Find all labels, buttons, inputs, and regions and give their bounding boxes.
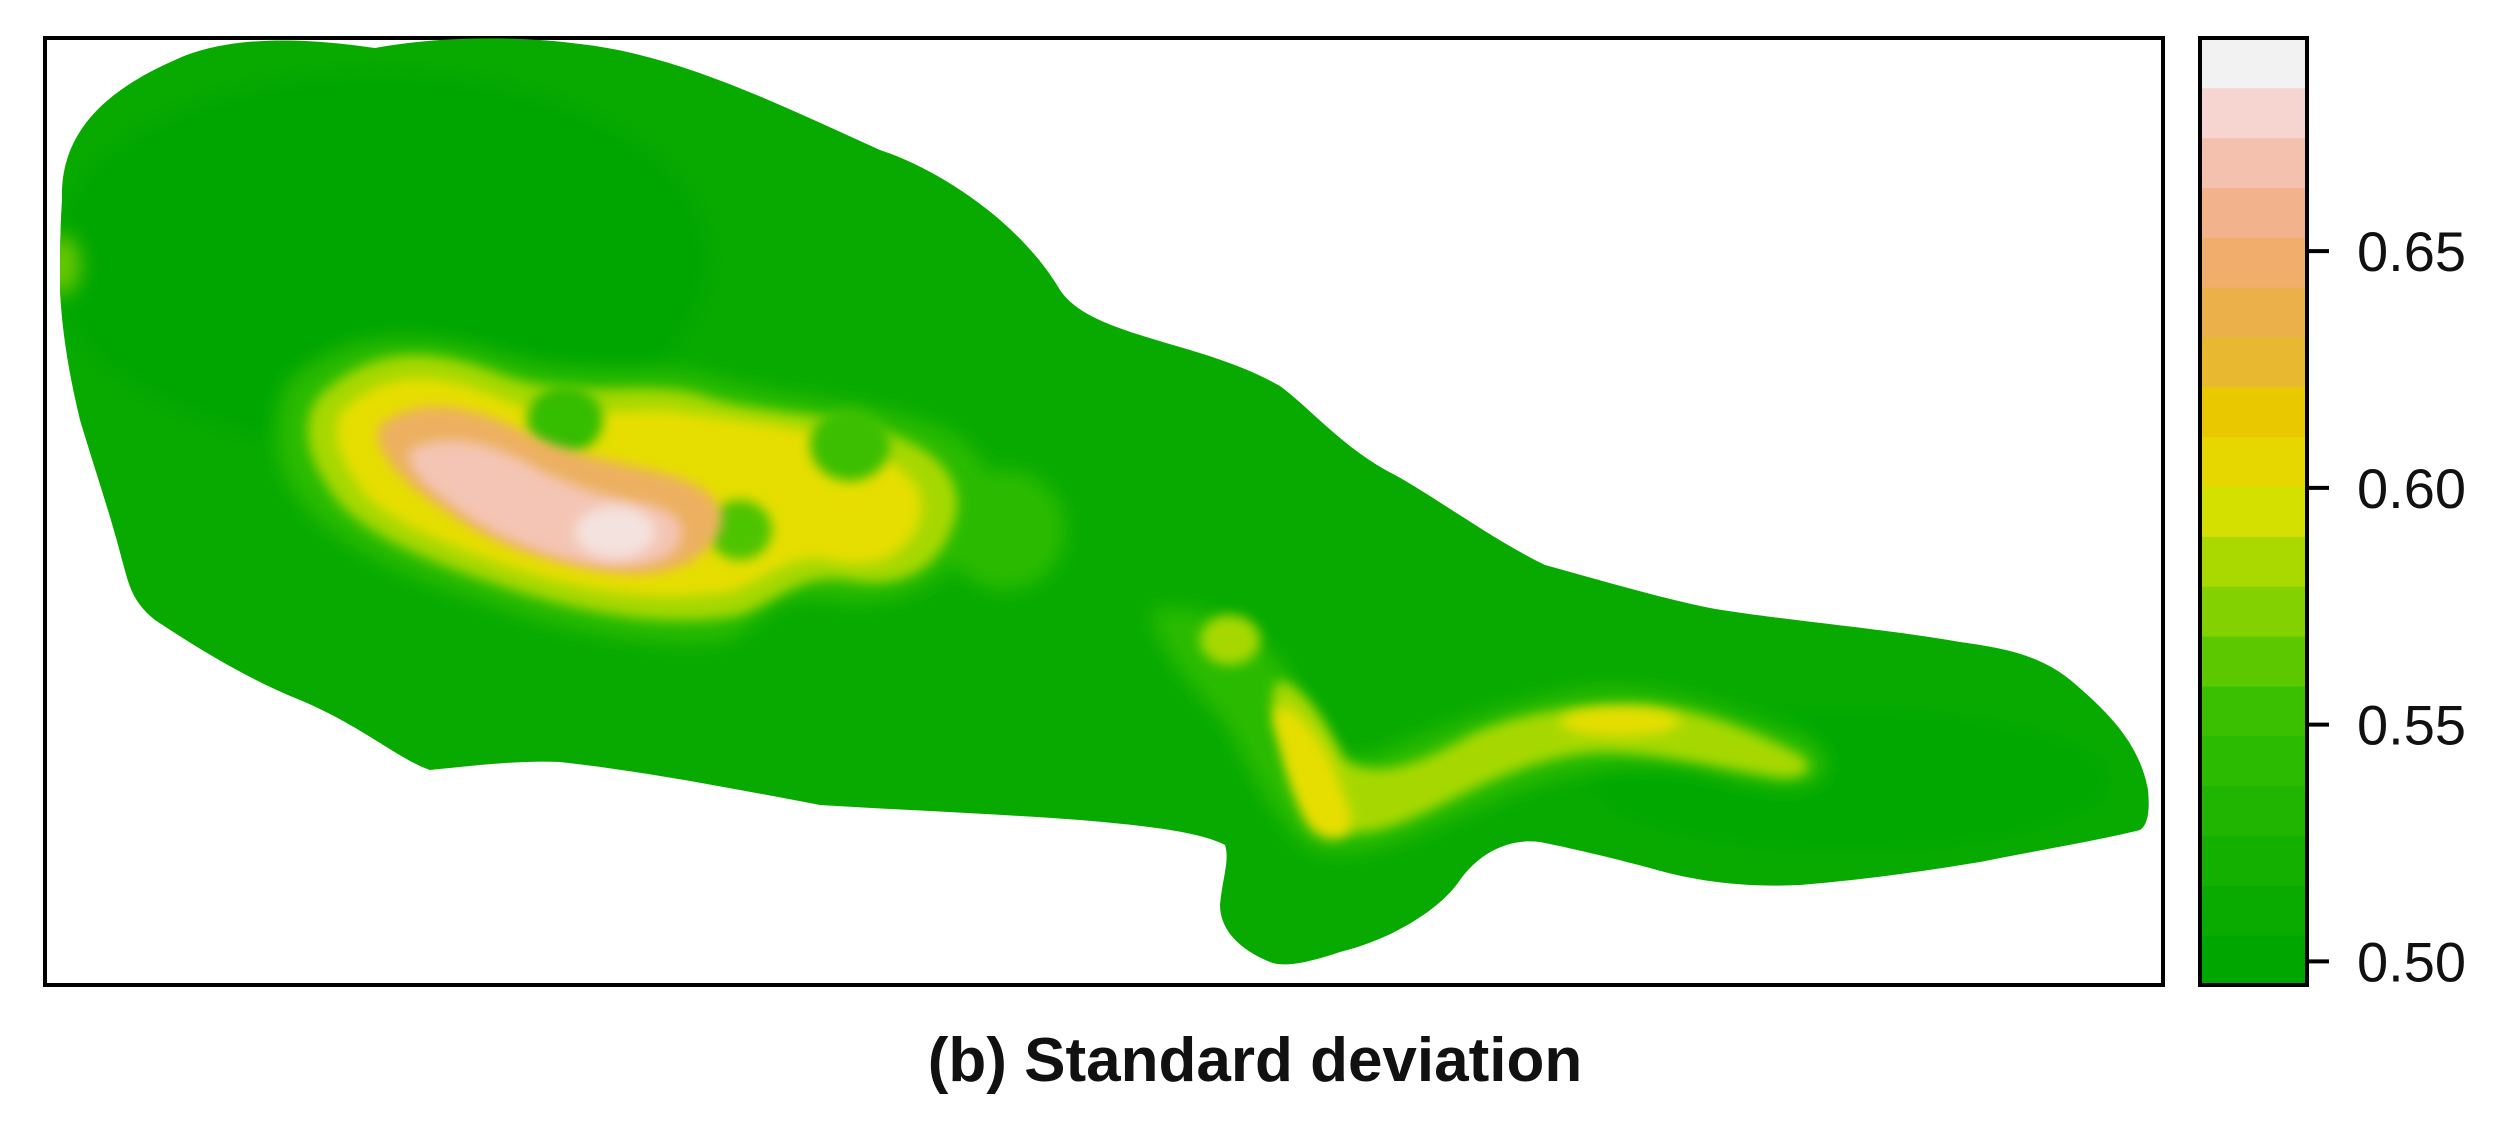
color-key-swatch [2200, 885, 2307, 936]
color-key-swatch [2200, 935, 2307, 986]
color-key-swatch [2200, 586, 2307, 637]
color-key-tick-label: 0.50 [2357, 930, 2466, 993]
color-key-swatch [2200, 137, 2307, 189]
color-key-bar [2200, 38, 2307, 986]
color-key-swatch [2200, 337, 2307, 388]
color-key-swatch [2200, 436, 2307, 488]
figure-caption: (b) Standard deviation [927, 1026, 1583, 1095]
color-key-swatch [2200, 785, 2307, 836]
color-key-swatch [2200, 386, 2307, 438]
color-key-swatch [2200, 536, 2307, 587]
color-key-swatch [2200, 287, 2307, 338]
color-key-swatch [2200, 187, 2307, 238]
color-key-tick-label: 0.65 [2357, 220, 2466, 283]
color-key-swatch [2200, 636, 2307, 687]
color-key-frame [2198, 36, 2309, 987]
color-key-swatch [2200, 87, 2307, 139]
color-key-swatch [2200, 38, 2307, 89]
color-key-swatch [2200, 735, 2307, 787]
color-key-swatch [2200, 835, 2307, 886]
color-key-tick-label: 0.55 [2357, 694, 2466, 757]
color-key-swatch [2200, 237, 2307, 288]
color-key-ticks: 0.50 0.55 0.60 0.65 [2307, 220, 2466, 993]
color-key-tick-label: 0.60 [2357, 457, 2466, 520]
color-key-swatch [2200, 486, 2307, 537]
color-key-swatch [2200, 685, 2307, 737]
